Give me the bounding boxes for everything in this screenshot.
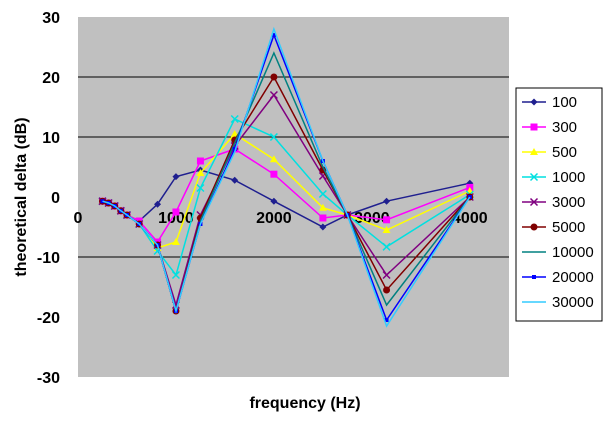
data-point	[532, 275, 536, 279]
data-point	[232, 147, 237, 151]
data-point	[318, 189, 327, 199]
x-tick-label: 4000	[452, 210, 488, 227]
legend-item: 20000	[522, 269, 594, 286]
legend-item: 500	[522, 144, 577, 161]
legend-item: 100	[522, 94, 577, 111]
legend-item: 5000	[522, 219, 585, 236]
y-tick-label: -20	[37, 310, 60, 327]
data-point	[196, 169, 205, 176]
data-point	[171, 238, 180, 245]
data-point	[269, 155, 278, 163]
data-point	[172, 173, 180, 181]
series-layer	[98, 26, 474, 328]
series-30000	[102, 26, 471, 328]
data-point	[529, 172, 539, 182]
legend-label: 10000	[552, 244, 594, 261]
data-point	[154, 200, 162, 208]
y-tick-label: 30	[42, 10, 60, 27]
data-point	[172, 208, 180, 216]
y-tick-label: -10	[37, 250, 60, 267]
legend-item: 1000	[522, 169, 585, 186]
y-tick-label: 20	[42, 70, 60, 87]
x-axis-title: frequency (Hz)	[249, 395, 360, 412]
y-tick-label: -30	[37, 370, 60, 387]
data-point	[530, 98, 538, 106]
gridlines	[78, 76, 509, 258]
data-point	[384, 318, 389, 322]
legend-label: 500	[552, 144, 577, 161]
legend-item: 300	[522, 119, 577, 136]
legend-label: 1000	[552, 169, 585, 186]
data-point	[318, 203, 327, 211]
legend-item: 30000	[522, 294, 594, 311]
legend-label: 5000	[552, 219, 585, 236]
data-point	[271, 33, 276, 37]
data-point	[269, 132, 278, 142]
data-point	[230, 114, 239, 124]
data-point	[319, 223, 327, 231]
legend-item: 10000	[522, 244, 594, 261]
data-point	[231, 176, 239, 184]
legend-item: 3000	[522, 194, 585, 211]
data-point	[196, 183, 205, 193]
y-axis-title: theoretical delta (dB)	[13, 117, 30, 276]
data-point	[382, 242, 391, 251]
legend-label: 20000	[552, 269, 594, 286]
legend-label: 3000	[552, 194, 585, 211]
data-point	[196, 157, 204, 165]
y-tick-label: 10	[42, 130, 60, 147]
data-point	[270, 197, 278, 205]
data-point	[100, 199, 105, 204]
legend-label: 100	[552, 94, 577, 111]
data-point	[382, 226, 391, 233]
data-point	[529, 197, 539, 207]
data-point	[230, 130, 239, 137]
x-tick-label: 1000	[158, 210, 194, 227]
data-point	[530, 123, 538, 131]
data-point	[382, 270, 391, 280]
data-point	[270, 170, 278, 178]
data-point	[467, 195, 472, 199]
legend-label: 30000	[552, 294, 594, 311]
data-point	[270, 73, 278, 81]
legend-label: 300	[552, 119, 577, 136]
data-point	[383, 216, 391, 224]
data-point	[171, 270, 180, 280]
y-tick-label: 0	[51, 190, 60, 207]
data-point	[269, 90, 278, 100]
data-point	[383, 197, 391, 205]
y-tick-labels: -30 -20 -10 0 10 20 30	[37, 10, 60, 387]
x-tick-label: 2000	[256, 210, 292, 227]
x-tick-label: 0	[74, 210, 83, 227]
series-line	[102, 26, 471, 328]
legend: 100 300 500 1000 3000 5000 10000 20000 30000	[515, 87, 603, 322]
data-point	[319, 214, 327, 222]
data-point	[530, 148, 538, 155]
data-point	[530, 223, 538, 231]
data-point	[383, 286, 391, 294]
